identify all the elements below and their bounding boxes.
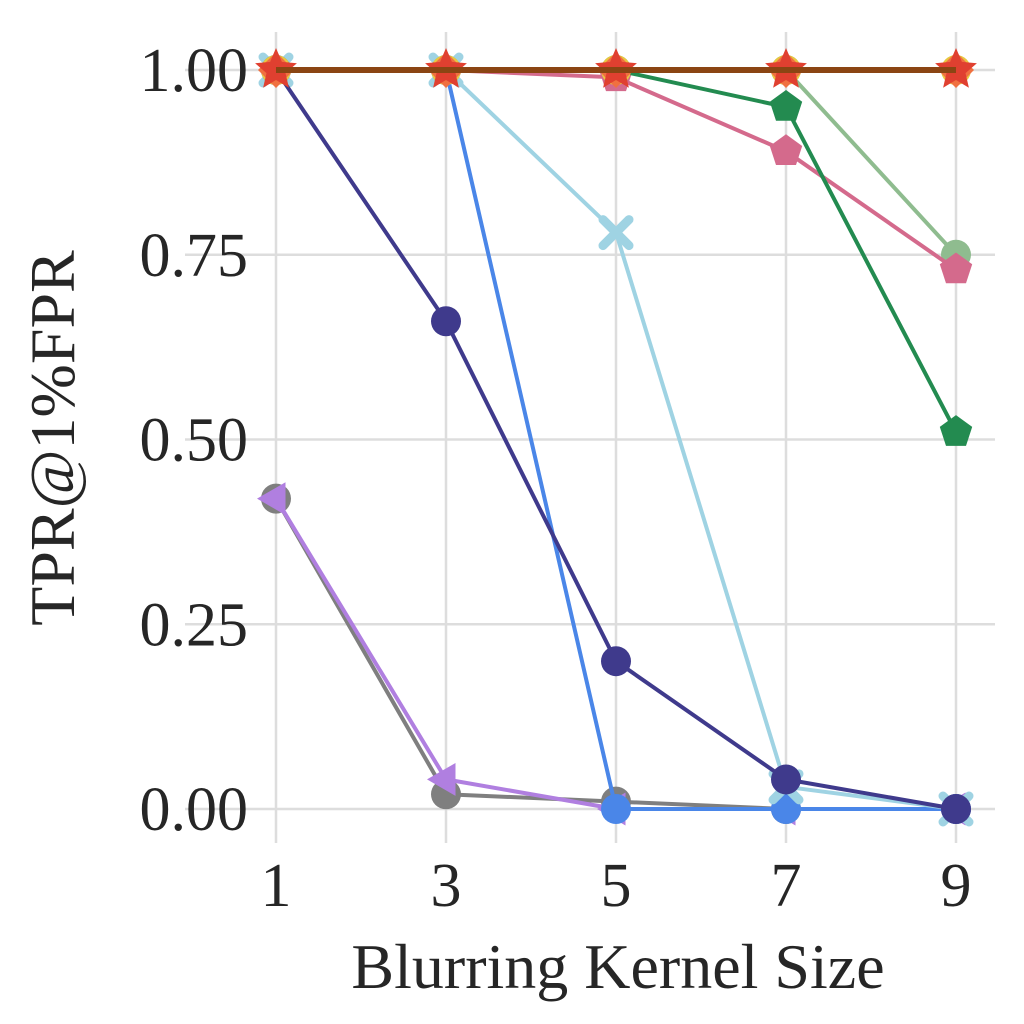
data-point xyxy=(769,90,803,121)
data-point xyxy=(598,215,634,251)
data-point xyxy=(427,763,456,796)
data-point xyxy=(941,794,971,824)
data-point xyxy=(769,134,803,165)
data-point xyxy=(431,306,461,337)
y-tick-label: 0.00 xyxy=(140,776,249,844)
y-tick-label: 1.00 xyxy=(140,37,249,105)
data-point xyxy=(771,794,801,824)
data-point xyxy=(601,794,631,824)
data-point xyxy=(939,252,973,284)
x-tick-label: 7 xyxy=(771,852,802,920)
x-tick-labels: 1 3 5 7 9 xyxy=(261,852,972,920)
x-tick-label: 5 xyxy=(601,852,632,920)
y-axis-title: TPR@1%FPR xyxy=(17,250,88,626)
data-point xyxy=(771,764,801,795)
y-tick-label: 0.50 xyxy=(140,407,249,475)
y-tick-label: 0.75 xyxy=(140,222,249,290)
x-axis-title: Blurring Kernel Size xyxy=(351,931,884,1002)
x-tick-label: 3 xyxy=(431,852,462,920)
data-point xyxy=(939,415,973,446)
x-tick-label: 1 xyxy=(261,852,292,920)
data-point xyxy=(601,646,631,677)
x-tick-label: 9 xyxy=(941,852,972,920)
grid-lines xyxy=(185,32,995,843)
y-tick-labels: 0.00 0.25 0.50 0.75 1.00 xyxy=(140,37,249,844)
y-tick-label: 0.25 xyxy=(140,591,249,659)
series-group xyxy=(255,48,977,827)
data-point xyxy=(257,482,286,516)
